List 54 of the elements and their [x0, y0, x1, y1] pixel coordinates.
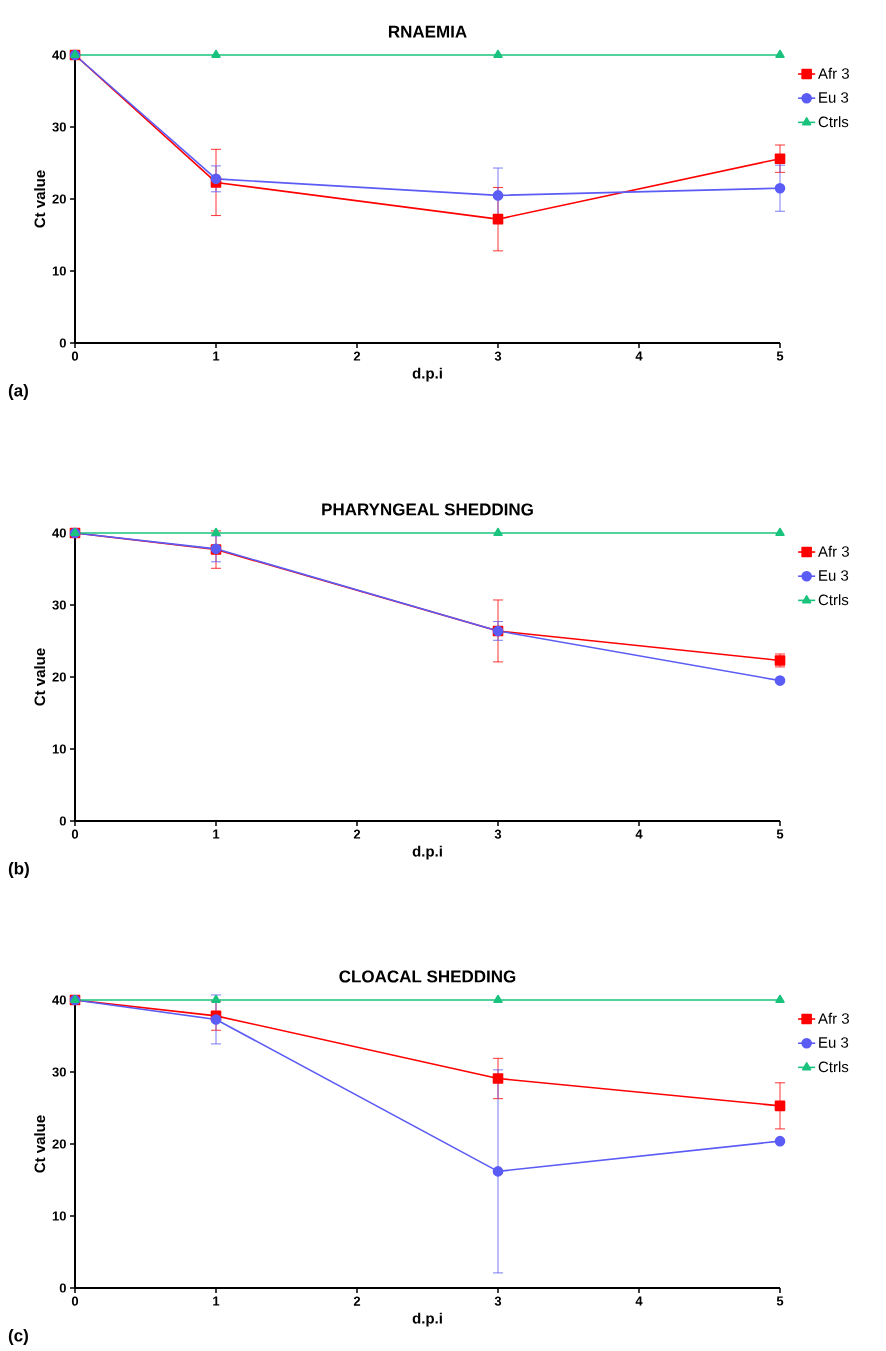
y-tick-label: 0 [59, 338, 66, 348]
x-tick-label: 1 [213, 829, 220, 839]
y-axis-title: Ct value [34, 1115, 46, 1173]
chart-title: RNAEMIA [388, 25, 467, 38]
x-tick-label: 4 [635, 351, 643, 361]
y-axis-title: Ct value [34, 170, 46, 228]
text: (a) [8, 384, 28, 400]
x-tick-label: 2 [353, 1296, 361, 1306]
y-tick-label: 20 [52, 194, 66, 204]
x-axis-title: d.p.i [412, 367, 442, 382]
x-axis-title: d.p.i [412, 845, 442, 860]
legend-label: Afr 3 [818, 67, 849, 79]
x-tick-label: 3 [494, 351, 502, 361]
x-tick-label: 0 [71, 351, 79, 361]
legend-label: Afr 3 [818, 545, 849, 557]
legend-label: Eu 3 [819, 92, 849, 103]
chart-title: PHARYNGEAL SHEDDING [322, 503, 533, 516]
x-tick-label: 3 [494, 1296, 502, 1306]
y-tick-label: 40 [52, 995, 66, 1005]
text: (c) [8, 1329, 28, 1345]
x-tick-label: 5 [776, 1296, 784, 1306]
legend-label: Afr 3 [818, 1012, 849, 1024]
x-tick-label: 1 [213, 1296, 220, 1306]
x-tick-label: 4 [635, 829, 643, 839]
y-tick-label: 10 [52, 266, 66, 276]
legend-label: Eu 3 [819, 1037, 849, 1048]
x-tick-label: 4 [635, 1296, 643, 1306]
x-tick-label: 2 [353, 829, 361, 839]
x-tick-label: 5 [776, 351, 784, 361]
chart-title: CLOACAL SHEDDING [339, 970, 516, 983]
legend-label: Eu 3 [819, 570, 849, 581]
y-tick-label: 30 [52, 122, 66, 132]
x-tick-label: 1 [213, 351, 220, 361]
y-tick-label: 10 [52, 744, 66, 754]
y-tick-label: 30 [52, 600, 66, 610]
x-tick-label: 3 [494, 829, 502, 839]
y-axis-title: Ct value [34, 648, 46, 706]
text: (b) [8, 862, 29, 878]
y-tick-label: 10 [52, 1211, 66, 1221]
y-tick-label: 40 [52, 50, 66, 60]
legend-label: Ctrls [818, 116, 849, 128]
y-tick-label: 20 [52, 672, 66, 682]
x-axis-title: d.p.i [412, 1312, 442, 1327]
y-tick-label: 0 [59, 1283, 66, 1293]
x-tick-label: 5 [776, 829, 784, 839]
y-tick-label: 40 [52, 528, 66, 538]
legend-label: Ctrls [818, 1061, 849, 1073]
y-tick-label: 30 [52, 1067, 66, 1077]
legend-label: Ctrls [818, 594, 849, 606]
x-tick-label: 0 [71, 1296, 79, 1306]
y-tick-label: 20 [52, 1139, 66, 1149]
x-tick-label: 0 [71, 829, 79, 839]
y-tick-label: 0 [59, 816, 66, 826]
x-tick-label: 2 [353, 351, 361, 361]
